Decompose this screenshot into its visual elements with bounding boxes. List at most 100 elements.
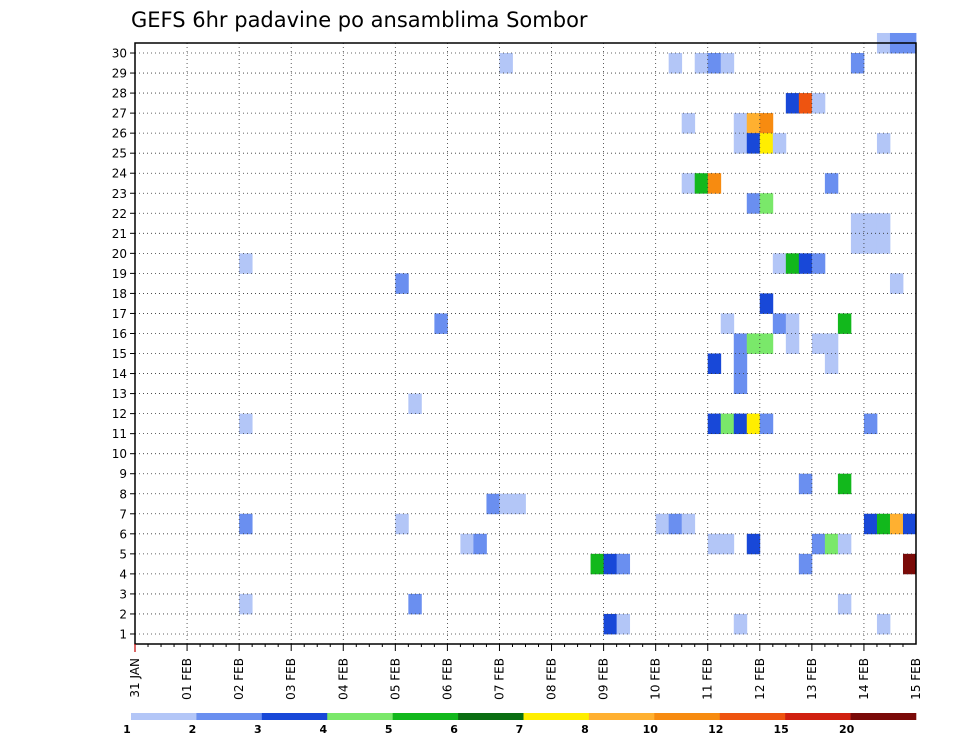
colorbar-label: 20 — [839, 723, 855, 736]
colorbar-label: 2 — [189, 723, 197, 736]
colorbar-swatch — [719, 713, 786, 720]
y-tick-label: 13 — [112, 387, 127, 401]
colorbar-swatch — [392, 713, 459, 720]
heatmap-cell — [811, 253, 826, 274]
heatmap-cell — [798, 93, 813, 114]
heatmap-cell — [902, 553, 917, 575]
heatmap-cell — [733, 133, 748, 154]
heatmap-cell — [759, 333, 774, 354]
heatmap-cell — [239, 413, 253, 435]
heatmap-cell — [824, 173, 839, 194]
x-tick-label: 04 FEB — [336, 658, 350, 700]
heatmap-cell — [850, 213, 865, 234]
y-tick-label: 8 — [119, 487, 127, 501]
heatmap-cell — [837, 313, 852, 334]
heatmap-cell — [239, 513, 253, 535]
x-tick-label: 12 FEB — [753, 658, 767, 700]
x-tick-label: 09 FEB — [597, 658, 611, 700]
heatmap-cell — [772, 313, 787, 334]
heatmap-cell — [746, 193, 761, 214]
heatmap-cell — [733, 353, 748, 374]
heatmap-cell — [720, 533, 735, 555]
heatmap-cell — [772, 133, 787, 154]
heatmap-cell — [668, 53, 683, 74]
heatmap-cell — [746, 413, 761, 435]
heatmap-cell — [837, 533, 852, 555]
colorbar-swatch — [588, 713, 655, 720]
y-tick-label: 24 — [112, 167, 127, 181]
heatmap-cell — [499, 53, 513, 74]
colorbar-swatch — [850, 713, 917, 720]
grid-lines — [135, 43, 916, 644]
heatmap-cell — [876, 613, 891, 635]
colorbar-swatch — [654, 713, 721, 720]
colorbar-swatch — [523, 713, 590, 720]
x-tick-label: 05 FEB — [388, 658, 402, 700]
heatmap-cell — [824, 353, 839, 374]
y-tick-label: 30 — [112, 47, 127, 61]
x-tick-label: 11 FEB — [701, 658, 715, 700]
heatmap-cell — [681, 513, 696, 535]
heatmap-cell — [850, 53, 865, 74]
heatmap-cell — [863, 413, 878, 435]
x-tick-label: 31 JAN — [128, 658, 142, 698]
heatmap-cell — [603, 553, 618, 575]
heatmap-cell — [863, 513, 878, 535]
colorbar: 1 2 3 4 5 6 7 8 10 12 15 20 — [123, 713, 917, 736]
heatmap-cell — [408, 593, 422, 615]
y-tick-label: 7 — [119, 507, 127, 521]
y-tick-label: 5 — [119, 547, 127, 561]
heatmap-cell — [239, 253, 253, 274]
colorbar-swatch — [458, 713, 524, 720]
heatmap-cell — [486, 493, 500, 515]
heatmap-cell — [408, 393, 422, 415]
heatmap-cell — [759, 133, 774, 154]
heatmap-cell — [499, 493, 513, 515]
x-tick-label: 07 FEB — [493, 658, 507, 700]
y-tick-label: 1 — [119, 627, 127, 641]
colorbar-label: 4 — [319, 723, 327, 736]
y-tick-label: 16 — [112, 327, 127, 341]
heatmap-cell — [811, 533, 826, 555]
y-tick-label: 2 — [119, 607, 127, 621]
heatmap-cell — [590, 553, 604, 575]
heatmap-cell — [746, 333, 761, 354]
colorbar-swatch — [131, 713, 197, 720]
colorbar-label: 3 — [254, 723, 262, 736]
heatmap-cell — [460, 533, 474, 555]
heatmap-cell — [746, 113, 761, 134]
heatmap-cell — [681, 113, 696, 134]
y-tick-label: 20 — [112, 247, 127, 261]
y-tick-label: 21 — [112, 227, 127, 241]
heatmap-cell — [863, 233, 878, 254]
heatmap-cell — [759, 293, 774, 314]
heatmap-cell — [798, 253, 813, 274]
heatmap-cell — [876, 513, 891, 535]
heatmap-cell — [759, 413, 774, 435]
heatmap-cell — [655, 513, 670, 535]
y-tick-label: 10 — [112, 447, 127, 461]
heatmap-cell — [239, 593, 253, 615]
y-tick-label: 27 — [112, 107, 127, 121]
heatmap-cell — [733, 413, 748, 435]
heatmap-cell — [707, 53, 722, 74]
x-tick-label: 13 FEB — [805, 658, 819, 700]
heatmap-cell — [746, 133, 761, 154]
heatmap-cell — [733, 113, 748, 134]
colorbar-label: 15 — [774, 723, 789, 736]
heatmap-cell — [733, 333, 748, 354]
colorbar-swatch — [196, 713, 263, 720]
heatmap-cell — [512, 493, 526, 515]
y-tick-label: 25 — [112, 147, 127, 161]
colorbar-label: 10 — [643, 723, 659, 736]
y-tick-label: 9 — [119, 467, 127, 481]
heatmap-cell — [759, 193, 774, 214]
heatmap-cell — [694, 173, 709, 194]
x-tick-label: 02 FEB — [232, 658, 246, 700]
heatmap-cell — [772, 253, 787, 274]
y-tick-label: 26 — [112, 127, 127, 141]
heatmap-cell — [733, 613, 748, 635]
heatmap-cell — [824, 533, 839, 555]
colorbar-label: 5 — [385, 723, 393, 736]
